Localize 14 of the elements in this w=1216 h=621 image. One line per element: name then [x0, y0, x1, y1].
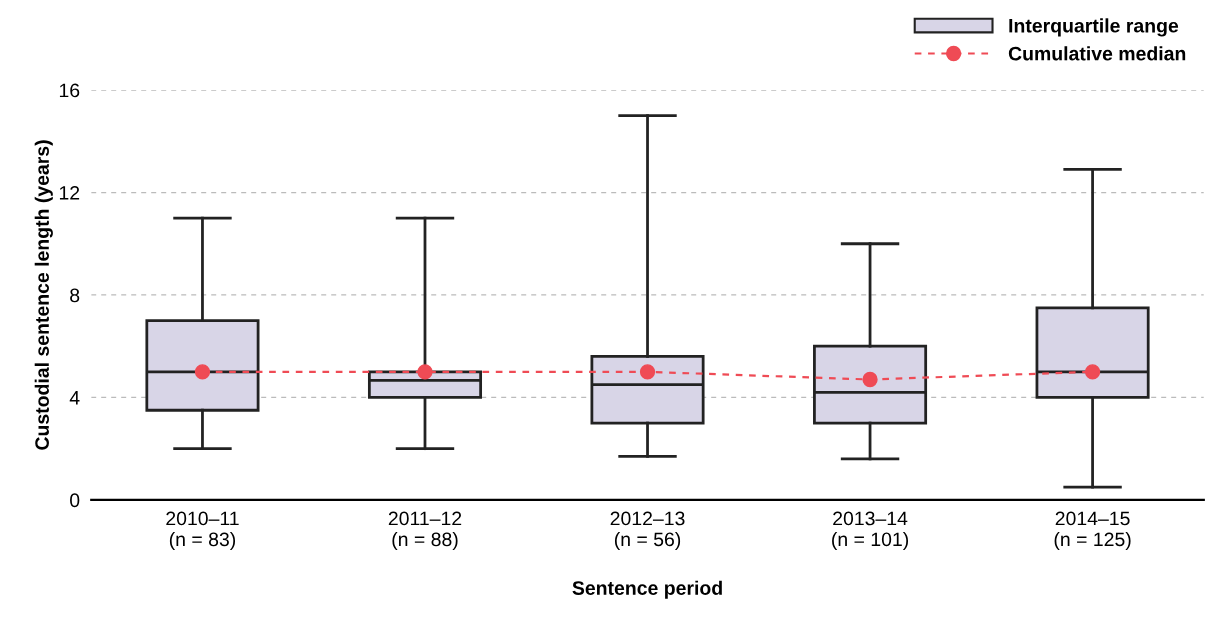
x-axis-title: Sentence period — [572, 580, 722, 599]
y-tick-label: 0 — [70, 493, 80, 508]
y-tick-label: 4 — [69, 391, 80, 405]
legend-label: Interquartile range — [1009, 18, 1179, 37]
x-tick-label: 2013–14 (n = 101) — [832, 511, 909, 551]
y-tick-label: 8 — [70, 288, 80, 303]
legend-label: Cumulative median — [1008, 46, 1186, 61]
x-tick-label: 2012–13 (n = 56) — [610, 511, 685, 551]
x-tick-label: 2011–12 (n = 88) — [388, 511, 462, 551]
x-tick-label: 2014–15 (n = 125) — [1054, 511, 1131, 551]
y-tick-label: 12 — [59, 185, 80, 200]
y-axis-title: Custodial sentence length (years) — [34, 140, 53, 450]
y-tick-label: 16 — [59, 83, 80, 98]
x-tick-label: 2010–11 (n = 83) — [166, 511, 239, 551]
